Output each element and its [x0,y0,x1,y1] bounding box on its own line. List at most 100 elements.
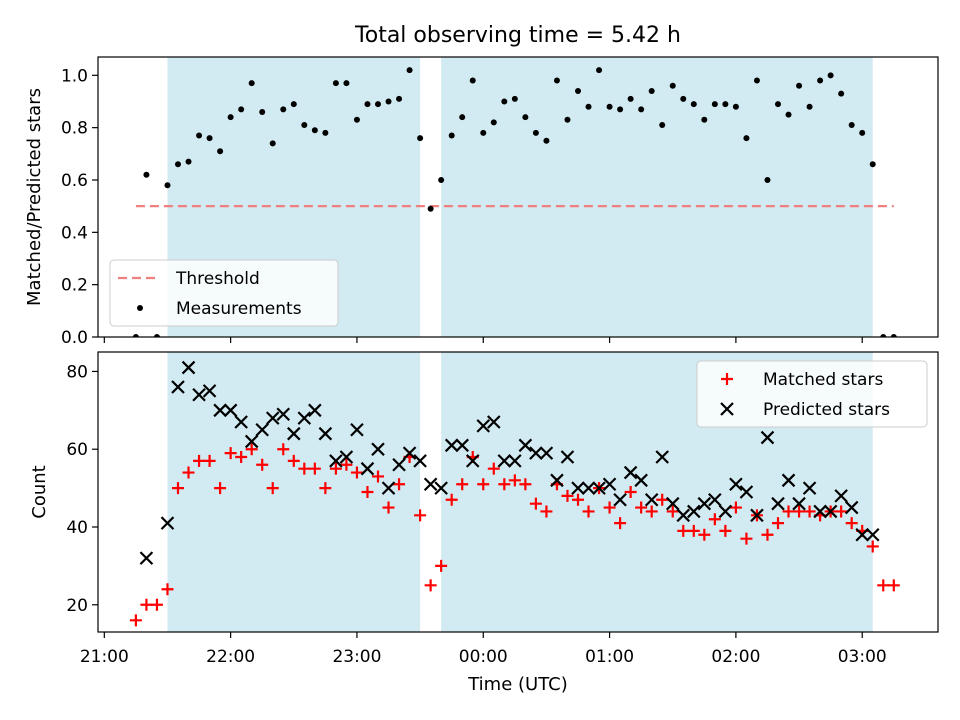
predicted-star-point [181,360,196,375]
measurement-point [301,122,308,129]
predicted-star-point [308,403,322,418]
predicted-star-point [297,411,312,425]
measurement-point [448,132,455,139]
measurement-point [753,77,760,84]
matched-star-point [687,524,700,537]
y-tick-label: 80 [66,362,88,382]
predicted-star-point [802,481,817,495]
matched-star-point [803,505,816,518]
matched-star-point [203,454,216,467]
chart-title: Total observing time = 5.42 h [354,23,681,48]
measurement-point [332,80,339,87]
measurement-point [417,135,424,142]
predicted-star-point [350,423,364,437]
matched-star-point [382,501,395,514]
measurement-point [396,95,403,102]
predicted-star-point [697,496,712,511]
predicted-star-point [676,508,691,523]
predicted-star-point [381,481,396,495]
y-tick-label: 0.4 [61,223,88,243]
legend-label: Matched stars [763,370,883,390]
predicted-star-point [834,489,848,503]
measurement-point [227,114,234,121]
predicted-star-point [823,504,838,519]
measurement-point [743,135,750,142]
matched-star-point [329,462,342,475]
measurement-point [185,158,192,165]
matched-star-point [887,579,900,592]
matched-star-point [319,482,332,495]
plot-area [132,67,897,337]
matched-star-point [424,579,437,592]
bottom-y-axis-label: Count [29,465,50,518]
matched-star-point [582,505,595,518]
axes-frame [97,351,939,633]
predicted-star-point [550,473,564,488]
matched-star-point [235,451,248,463]
matched-star-point [361,486,374,498]
predicted-star-point [644,493,659,507]
predicted-star-point [444,438,459,453]
legend-box [109,259,339,327]
measurement-point [427,205,434,212]
axes-frame [97,56,939,338]
predicted-star-point [192,388,206,402]
predicted-star-point [729,477,743,491]
predicted-star-point [318,426,333,441]
matched-star-point [435,559,448,572]
legend-label: Predicted stars [763,400,890,420]
measurement-point [290,101,297,108]
matched-star-point [150,598,163,611]
predicted-star-point [476,419,491,433]
measurement-point [564,116,571,123]
matched-star-point [656,493,669,506]
predicted-star-point [781,473,796,488]
predicted-star-point [739,485,754,499]
matched-star-point [193,454,206,467]
predicted-star-point [655,450,669,464]
matched-star-point [445,493,458,506]
x-tick-label: 02:00 [711,647,760,667]
measurement-point [838,90,845,97]
predicted-star-point [771,496,785,511]
measurement-point [627,95,634,102]
measurement-point [869,161,876,168]
matched-star-point [161,583,174,596]
measurement-point [659,122,666,129]
matched-star-point [782,505,795,518]
matched-star-point [540,505,553,518]
y-tick-label: 0.2 [61,276,88,296]
measurement-point [385,98,392,105]
predicted-star-point [665,496,680,511]
x-tick-label: 01:00 [585,647,634,667]
plot-area [129,360,900,627]
measurement-point [722,101,729,108]
measurement-point [480,129,487,136]
matched-star-point [214,482,227,495]
predicted-star-point [750,508,764,523]
matched-star-point [172,482,184,495]
matched-star-point [561,489,574,502]
matched-star-point [572,493,584,506]
matched-star-point [182,466,195,479]
measurement-point [364,101,371,108]
predicted-star-point [571,481,585,495]
measurement-point [785,111,792,118]
predicted-star-point [276,407,291,421]
measurement-point [322,129,329,136]
matched-star-point [740,532,753,545]
predicted-star-point [455,438,469,453]
predicted-star-point [360,461,375,476]
measurement-point [848,122,855,129]
measurement-point [796,82,803,89]
measurement-point [775,101,781,108]
bottom-panel: 20 40 60 80 21:00 22:00 23:00 00:00 01:00 02:00 03… [66,351,939,667]
y-tick-label: 20 [66,596,88,616]
measurement-point [732,103,739,110]
measurement-point [669,82,676,89]
measurement-point [711,101,718,108]
matched-star-point [635,501,648,514]
matched-star-point [340,458,353,471]
measurement-point [196,132,203,139]
matched-star-point [508,474,521,487]
